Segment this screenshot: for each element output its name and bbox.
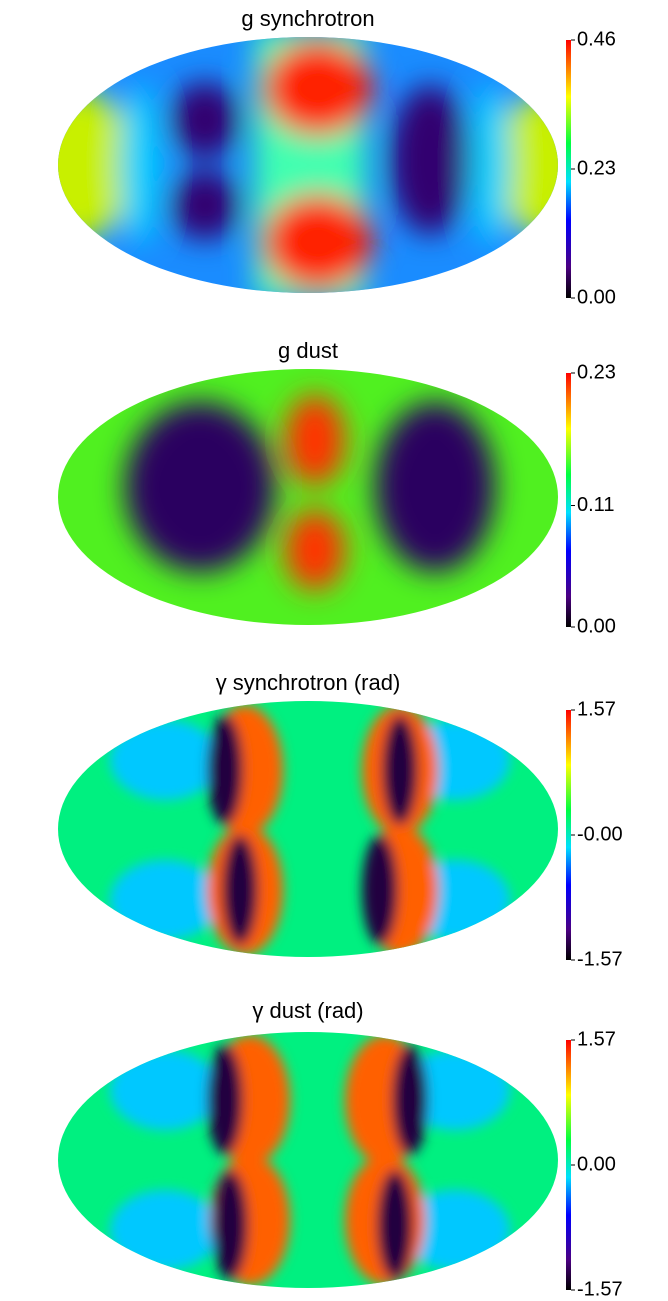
map-title: g synchrotron: [241, 6, 374, 31]
colorbar-tick-label: 0.23: [577, 157, 616, 179]
colorbar: [566, 40, 571, 298]
map: [58, 701, 558, 957]
colorbar-tick-label: 0.00: [577, 286, 616, 308]
colorbar-tick-label: 0.11: [577, 494, 614, 516]
map-title: γ dust (rad): [252, 998, 363, 1023]
colorbar-tick-label: 1.57: [577, 698, 616, 720]
colorbar-tick-label: 1.57: [577, 1028, 616, 1050]
colorbar-tick-label: -1.57: [577, 948, 623, 970]
map-title: γ synchrotron (rad): [216, 670, 401, 695]
colorbar-tick-label: -1.57: [577, 1278, 623, 1300]
colorbar-tick-label: -0.00: [577, 823, 623, 845]
colorbar: [566, 1040, 571, 1290]
colorbar-tick-label: 0.00: [577, 615, 616, 637]
colorbar: [566, 710, 571, 960]
map: [58, 1032, 558, 1288]
colorbar-tick-label: 0.23: [577, 361, 616, 383]
map-title: g dust: [278, 338, 338, 363]
colorbar-tick-label: 0.46: [577, 28, 616, 50]
map: [58, 369, 558, 625]
colorbar-tick-label: 0.00: [577, 1153, 616, 1175]
map: [58, 37, 558, 293]
colorbar: [566, 373, 571, 627]
